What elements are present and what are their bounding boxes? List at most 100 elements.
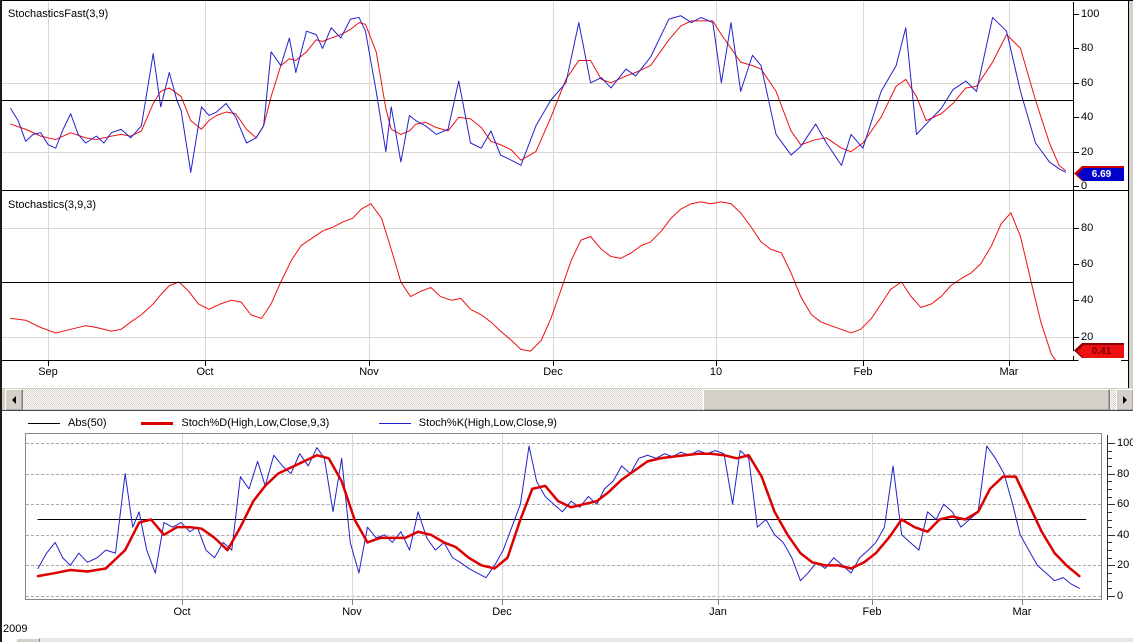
panel1-gridline-20 bbox=[1, 152, 1073, 153]
bottom-scrollbar-strip[interactable] bbox=[16, 638, 1133, 642]
panel2-ytick-40 bbox=[1073, 300, 1079, 301]
top-chart-section: StochasticsFast(3,9) Stochastics(3,9,3) … bbox=[0, 0, 1133, 388]
panel2-ytick-60 bbox=[1073, 264, 1079, 265]
series-slow-%D bbox=[11, 202, 1062, 360]
series-stoch-%K bbox=[38, 446, 1079, 588]
panel1-ylabel-60: 60 bbox=[1081, 77, 1094, 89]
bottom-month-gridline-Oct bbox=[182, 434, 183, 599]
bottom-ytick-10 bbox=[1108, 581, 1112, 582]
panel1-badge-value: 6.69 bbox=[1091, 168, 1112, 180]
panel2-gridline-20 bbox=[1, 337, 1073, 338]
bottom-scrollbar-button-partial[interactable] bbox=[16, 638, 40, 642]
bottom-ytick-45 bbox=[1108, 527, 1112, 528]
month-tick-Oct bbox=[205, 361, 206, 366]
scrollbar-thumb[interactable] bbox=[703, 389, 1110, 411]
panel1-ytick-40 bbox=[1073, 117, 1079, 118]
panel1-ylabel-40: 40 bbox=[1081, 111, 1094, 123]
panel2-chart-clip bbox=[1, 191, 1073, 360]
left-window-border-top bbox=[0, 0, 2, 411]
panel1-ytick-100 bbox=[1073, 14, 1079, 15]
horizontal-scrollbar[interactable] bbox=[0, 388, 1133, 411]
bottom-month-label-Feb: Feb bbox=[862, 606, 882, 618]
bottom-hgridline-80 bbox=[26, 474, 1101, 475]
month-label-Dec: Dec bbox=[543, 366, 563, 378]
month-gridline-Dec bbox=[553, 2, 554, 360]
series-fast-%K bbox=[11, 16, 1066, 173]
scrollbar-left-button[interactable] bbox=[5, 389, 23, 411]
panel1-chart bbox=[1, 14, 1073, 186]
panel2-ylabel-80: 80 bbox=[1081, 222, 1094, 234]
top-window-border bbox=[0, 0, 1133, 1]
bottom-month-tick-Nov bbox=[352, 600, 353, 605]
legend-item-0: Abs(50) bbox=[28, 416, 107, 430]
panel2-ylabel-60: 60 bbox=[1081, 258, 1094, 270]
top-time-axis-line bbox=[0, 360, 1128, 361]
month-tick-10 bbox=[716, 361, 717, 366]
bottom-ytick-5 bbox=[1108, 588, 1112, 589]
bottom-chart-clip bbox=[25, 433, 1102, 600]
scrollbar-right-button[interactable] bbox=[1116, 389, 1133, 411]
pane-divider-line bbox=[0, 410, 1133, 411]
right-window-margin bbox=[1129, 1, 1133, 388]
bottom-ylabel-0: 0 bbox=[1117, 590, 1124, 602]
legend-item-2: Stoch%K(High,Low,Close,9) bbox=[378, 416, 557, 430]
bottom-ytick-35 bbox=[1108, 542, 1112, 543]
panel1-title: StochasticsFast(3,9) bbox=[8, 8, 109, 20]
bottom-ylabel-80: 80 bbox=[1117, 468, 1130, 480]
month-tick-Nov bbox=[369, 361, 370, 366]
legend-label-0: Abs(50) bbox=[68, 417, 107, 429]
bottom-ytick-100 bbox=[1108, 443, 1115, 444]
panel2-gridline-80 bbox=[1, 228, 1073, 229]
arrow-left-icon bbox=[12, 396, 16, 404]
bottom-ytick-55 bbox=[1108, 512, 1112, 513]
bottom-ylabel-100: 100 bbox=[1117, 437, 1133, 449]
month-label-Sep: Sep bbox=[38, 366, 58, 378]
bottom-hgridline-20 bbox=[26, 565, 1101, 566]
bottom-ytick-15 bbox=[1108, 573, 1112, 574]
bottom-ytick-60 bbox=[1108, 504, 1115, 505]
month-tick-Dec bbox=[553, 361, 554, 366]
panel1-ylabel-80: 80 bbox=[1081, 42, 1094, 54]
legend-swatch-1 bbox=[141, 421, 174, 425]
bottom-month-label-Mar: Mar bbox=[1012, 606, 1032, 618]
month-gridline-Oct bbox=[205, 2, 206, 360]
month-gridline-Sep bbox=[48, 2, 49, 360]
bottom-ytick-25 bbox=[1108, 558, 1112, 559]
month-label-Oct: Oct bbox=[196, 366, 214, 378]
bottom-month-tick-Oct bbox=[182, 600, 183, 605]
arrow-right-icon bbox=[1123, 396, 1127, 404]
bottom-ylabel-40: 40 bbox=[1117, 529, 1130, 541]
month-label-Feb: Feb bbox=[853, 366, 873, 378]
year-label: 2009 bbox=[3, 623, 28, 635]
bottom-month-label-Nov: Nov bbox=[342, 606, 362, 618]
bottom-ytick-30 bbox=[1108, 550, 1112, 551]
panel2-value-badge: 0.41 bbox=[1074, 343, 1124, 358]
bottom-ytick-65 bbox=[1108, 497, 1112, 498]
legend-swatch-2 bbox=[378, 422, 411, 424]
bottom-month-label-Oct: Oct bbox=[173, 606, 191, 618]
panel2-50-line bbox=[1, 282, 1073, 283]
panel1-value-badge: 6.69 bbox=[1074, 166, 1124, 181]
panel1-ylabel-100: 100 bbox=[1081, 8, 1100, 20]
panel1-badge-fill bbox=[1077, 168, 1124, 181]
month-gridline-Nov bbox=[369, 2, 370, 360]
month-gridline-Mar bbox=[1009, 2, 1010, 360]
top-plot-right-border bbox=[1073, 2, 1074, 361]
bottom-month-tick-Mar bbox=[1022, 600, 1023, 605]
bottom-ytick-40 bbox=[1108, 535, 1115, 536]
bottom-ytick-95 bbox=[1108, 451, 1112, 452]
bottom-plot-border[interactable] bbox=[25, 433, 1102, 600]
panel-separator-line bbox=[0, 190, 1128, 191]
panel1-ytick-80 bbox=[1073, 48, 1079, 49]
panel2-badge-fill bbox=[1077, 345, 1124, 358]
bottom-month-tick-Feb bbox=[872, 600, 873, 605]
bottom-ytick-80 bbox=[1108, 474, 1115, 475]
panel1-ytick-0 bbox=[1073, 186, 1079, 187]
bottom-month-tick-Jan bbox=[718, 600, 719, 605]
month-label-Mar: Mar bbox=[999, 366, 1019, 378]
panel1-ylabel-0: 0 bbox=[1081, 180, 1088, 192]
bottom-month-gridline-Feb bbox=[872, 434, 873, 599]
bottom-ytick-50 bbox=[1108, 520, 1112, 521]
bottom-month-label-Dec: Dec bbox=[492, 606, 512, 618]
